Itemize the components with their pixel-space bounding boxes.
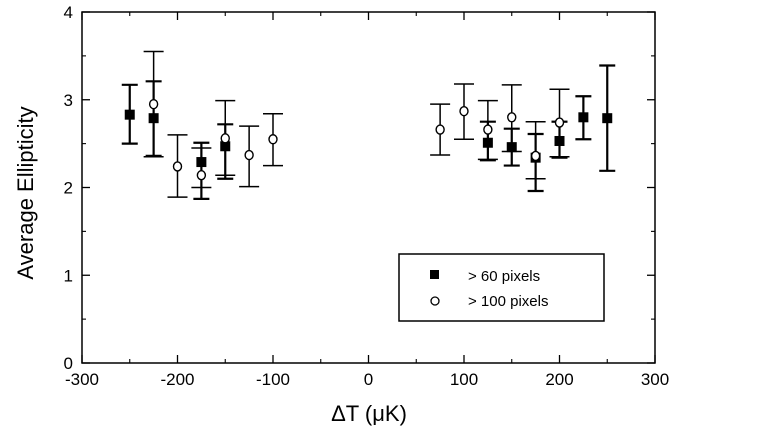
y-tick-label: 4	[64, 3, 73, 22]
data-point-circle	[459, 105, 469, 117]
x-tick-label: 0	[364, 370, 373, 389]
y-tick-label: 3	[64, 91, 73, 110]
legend-label-100-pixels: > 100 pixels	[468, 293, 548, 310]
x-tick-label: 300	[641, 370, 669, 389]
y-axis: 0 1 2 3 4	[64, 3, 655, 373]
data-point-circle	[435, 124, 445, 135]
series-layer	[121, 50, 616, 201]
data-point-square	[578, 112, 589, 123]
x-tick-label: -100	[256, 370, 290, 389]
series-100-pixels	[143, 50, 570, 198]
legend-marker-square	[430, 270, 439, 279]
data-point-circle	[530, 150, 541, 162]
data-point-circle	[172, 161, 183, 172]
y-tick-label: 2	[64, 179, 73, 198]
data-point-circle	[483, 124, 493, 135]
data-point-square	[124, 109, 135, 120]
y-tick-label: 0	[64, 354, 73, 373]
legend-marker-circle	[430, 296, 440, 306]
y-tick-label: 1	[64, 266, 73, 285]
x-tick-label: 200	[545, 370, 573, 389]
x-tick-label: 100	[450, 370, 478, 389]
data-point-circle	[220, 133, 230, 144]
data-point-circle	[268, 134, 278, 145]
data-point-circle	[148, 98, 159, 110]
x-tick-label: -300	[65, 370, 99, 389]
y-axis-title: Average Ellipticity	[13, 106, 38, 279]
x-axis-title: ΔT (μK)	[331, 401, 407, 426]
x-tick-label: -200	[160, 370, 194, 389]
data-point-square	[602, 113, 613, 124]
legend-label-60-pixels: > 60 pixels	[468, 268, 540, 285]
data-point-circle	[244, 149, 254, 161]
data-point-circle	[196, 170, 207, 181]
legend-box	[398, 253, 605, 322]
data-point-circle	[507, 112, 517, 123]
data-point-circle	[554, 117, 565, 128]
x-axis: -300 -200 -100 0 100 200 300	[65, 12, 669, 389]
legend: > 60 pixels > 100 pixels	[398, 253, 605, 322]
